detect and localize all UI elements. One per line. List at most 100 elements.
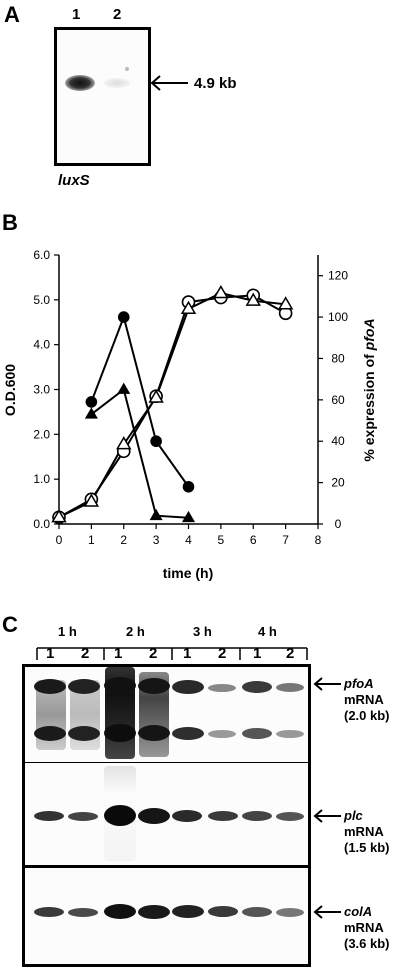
- plc-band-3: [104, 805, 136, 826]
- cola-band-8: [276, 908, 304, 917]
- pfoa-lower-band-5: [172, 727, 204, 740]
- y-left-tick-label: 5.0: [33, 293, 50, 307]
- cola-size: (3.6 kb): [344, 936, 390, 951]
- plc-band-6: [208, 811, 238, 821]
- right-y-axis-label-prefix: % expression of: [361, 350, 377, 461]
- timepoint-1h: 1 h: [58, 624, 77, 639]
- pfoa-upper-band-4: [138, 678, 170, 694]
- series-0-line: [90, 313, 190, 488]
- series-3-point: [83, 493, 100, 507]
- x-tick-label: 4: [185, 533, 192, 547]
- x-tick-label: 7: [282, 533, 289, 547]
- lane-group-brackets: [36, 647, 308, 660]
- plc-label: plc mRNA (1.5 kb): [344, 808, 390, 856]
- pfoa-upper-band-6: [208, 684, 236, 692]
- series-3-point: [148, 389, 164, 403]
- pfoa-lower-band-7: [242, 728, 272, 739]
- c-lane-2: 2: [81, 645, 90, 662]
- cola-gene: colA: [344, 904, 373, 919]
- c-lane-7: 1: [253, 645, 262, 662]
- y-left-tick-label: 6.0: [33, 248, 50, 262]
- pfoa-mrna: mRNA: [344, 692, 384, 707]
- pfoa-lower-band-3: [104, 724, 136, 742]
- right-y-axis-label: % expression of pfoA: [361, 318, 377, 461]
- od-expression-chart: 0 1 2 3 4 5 6 7 8 0.0 1.0 2.0 3.0 4.0 5.0 6.0 0 20 40 60 80 1…: [2, 248, 377, 581]
- cola-band-1: [34, 907, 64, 917]
- y-left-tick-label: 0.0: [33, 517, 50, 531]
- y-left-tick-label: 4.0: [33, 338, 50, 352]
- series-0-point: [150, 435, 162, 448]
- series-0-point: [182, 480, 195, 493]
- c-lane-8: 2: [286, 645, 295, 662]
- series-3-point: [245, 292, 261, 306]
- luxs-band-lane-1: [65, 75, 95, 91]
- y-right-tick-label: 0: [335, 517, 342, 531]
- pfoa-upper-band-1: [34, 679, 66, 694]
- cola-band-3: [104, 904, 136, 919]
- plc-band-4: [138, 808, 170, 824]
- series-1-point: [149, 508, 163, 521]
- series-1-point: [117, 382, 131, 394]
- pfoa-upper-band-7: [242, 681, 272, 693]
- series-3-point: [180, 300, 197, 314]
- luxs-northern-blot: [54, 27, 151, 166]
- size-label: 4.9 kb: [194, 75, 237, 92]
- series-1-point: [181, 510, 196, 523]
- pfoa-lower-band-6: [208, 730, 236, 738]
- c-lane-5: 1: [183, 645, 192, 662]
- plc-band-1: [34, 811, 64, 821]
- series-3-point: [213, 285, 229, 299]
- c-lane-6: 2: [218, 645, 227, 662]
- plc-mrna: mRNA: [344, 824, 384, 839]
- luxs-speck: [125, 67, 129, 71]
- cola-blot: [22, 867, 311, 967]
- panel-a-lane-1: 1: [72, 6, 81, 23]
- pfoa-upper-band-3: [104, 677, 136, 694]
- panel-c-letter: C: [2, 612, 18, 637]
- arrow-icon: [313, 676, 343, 692]
- pfoa-upper-band-2: [68, 679, 100, 694]
- pfoa-size: (2.0 kb): [344, 708, 390, 723]
- left-y-axis-label: O.D.600: [2, 364, 18, 416]
- plc-band-5: [172, 810, 202, 822]
- arrow-icon: [313, 904, 343, 920]
- cola-label: colA mRNA (3.6 kb): [344, 904, 390, 952]
- plc-size: (1.5 kb): [344, 840, 390, 855]
- y-right-tick-label: 60: [331, 393, 345, 407]
- pfoa-lower-band-8: [276, 730, 304, 738]
- series-3-point: [277, 296, 294, 310]
- cola-band-7: [242, 907, 272, 917]
- plc-band-7: [242, 811, 272, 821]
- series-0-point: [85, 396, 98, 408]
- c-lane-3: 1: [114, 645, 123, 662]
- pfoa-lower-band-2: [68, 726, 100, 741]
- y-right-tick-label: 120: [328, 269, 348, 283]
- timepoint-4h: 4 h: [258, 624, 277, 639]
- pfoa-label: pfoA mRNA (2.0 kb): [344, 676, 390, 724]
- panel-a-letter: A: [4, 2, 20, 27]
- panel-a-lane-2: 2: [113, 6, 122, 23]
- pfoa-upper-band-5: [172, 680, 204, 694]
- y-right-tick-label: 80: [331, 351, 345, 365]
- series-1-line: [90, 387, 189, 519]
- panel-b-letter: B: [2, 210, 18, 235]
- y-right-tick-label: 100: [328, 310, 348, 324]
- timepoint-2h: 2 h: [126, 624, 145, 639]
- arrow-icon: [150, 74, 190, 92]
- y-left-tick-label: 2.0: [33, 427, 50, 441]
- pfoa-upper-band-8: [276, 683, 304, 692]
- pfoa-lower-band-4: [138, 725, 170, 741]
- right-y-axis-label-gene: pfoA: [361, 318, 377, 351]
- plc-band-8: [276, 812, 304, 821]
- x-axis-label: time (h): [163, 565, 214, 581]
- y-left-tick-label: 1.0: [33, 472, 50, 486]
- cola-mrna: mRNA: [344, 920, 384, 935]
- timepoint-3h: 3 h: [193, 624, 212, 639]
- series-0-point: [117, 311, 130, 323]
- cola-band-6: [208, 906, 238, 917]
- x-tick-label: 6: [250, 533, 257, 547]
- y-left-tick-label: 3.0: [33, 383, 50, 397]
- cola-band-5: [172, 905, 204, 918]
- x-tick-label: 1: [88, 533, 95, 547]
- arrow-icon: [313, 808, 343, 824]
